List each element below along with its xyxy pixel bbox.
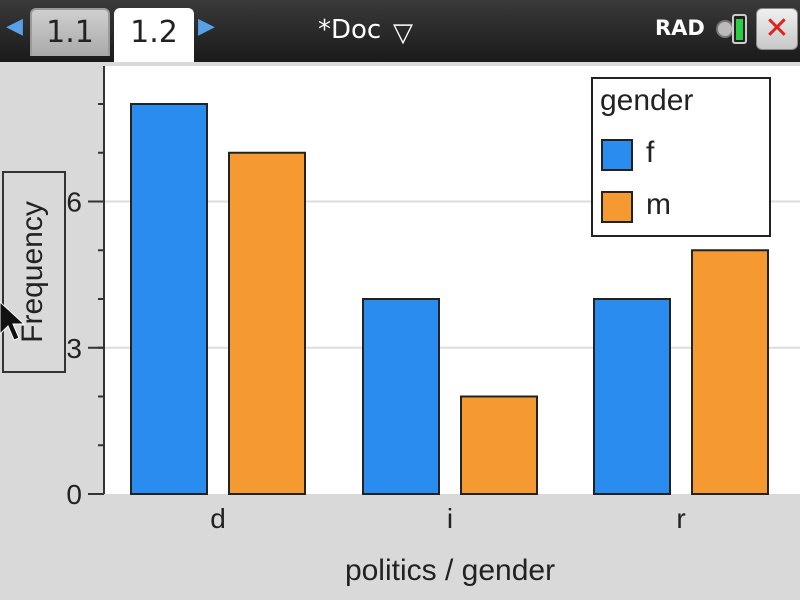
angle-mode-indicator: RAD xyxy=(655,16,705,40)
close-icon: ✕ xyxy=(764,11,790,46)
legend-title: gender xyxy=(600,84,693,117)
y-axis-title: Frequency xyxy=(16,201,49,343)
bar-r-f[interactable] xyxy=(593,298,671,495)
chevron-down-icon[interactable]: ▽ xyxy=(393,18,413,48)
x-tick-label: r xyxy=(676,503,685,534)
legend-swatch-m xyxy=(601,191,633,223)
top-bar: ◀ 1.1 1.2 ▶ *Doc ▽ RAD ✕ xyxy=(0,0,800,66)
bar-d-m[interactable] xyxy=(228,151,306,495)
bar-i-f[interactable] xyxy=(362,298,440,495)
right-arrow-icon[interactable]: ▶ xyxy=(198,14,215,39)
document-title[interactable]: *Doc xyxy=(318,15,382,45)
battery-icon xyxy=(716,14,747,44)
cursor-arrow-icon xyxy=(0,301,26,341)
y-tick-label: 3 xyxy=(66,333,82,364)
bar-r-m[interactable] xyxy=(691,249,769,495)
bar-d-f[interactable] xyxy=(130,103,208,495)
x-tick-label: d xyxy=(210,503,226,534)
close-button[interactable]: ✕ xyxy=(756,8,798,50)
bar-i-m[interactable] xyxy=(460,395,538,495)
tab-1-1[interactable]: 1.1 xyxy=(30,8,110,56)
legend-swatch-f xyxy=(601,139,633,171)
y-axis-title-box[interactable]: Frequency xyxy=(2,171,66,373)
y-tick-label: 0 xyxy=(66,479,82,510)
legend-label-f: f xyxy=(646,136,655,169)
legend[interactable]: gender f m xyxy=(591,77,771,237)
x-axis-title: politics / gender xyxy=(345,554,555,587)
y-axis-ticks: 0 3 6 xyxy=(66,103,104,510)
tab-1-2[interactable]: 1.2 xyxy=(114,8,194,66)
y-tick-label: 6 xyxy=(66,187,82,218)
x-tick-label: i xyxy=(447,503,453,534)
left-arrow-icon[interactable]: ◀ xyxy=(6,14,23,39)
bars xyxy=(130,103,769,495)
bar-chart: 0 3 6 d i r politics / gender Frequency gend… xyxy=(0,62,800,600)
legend-label-m: m xyxy=(646,188,671,221)
